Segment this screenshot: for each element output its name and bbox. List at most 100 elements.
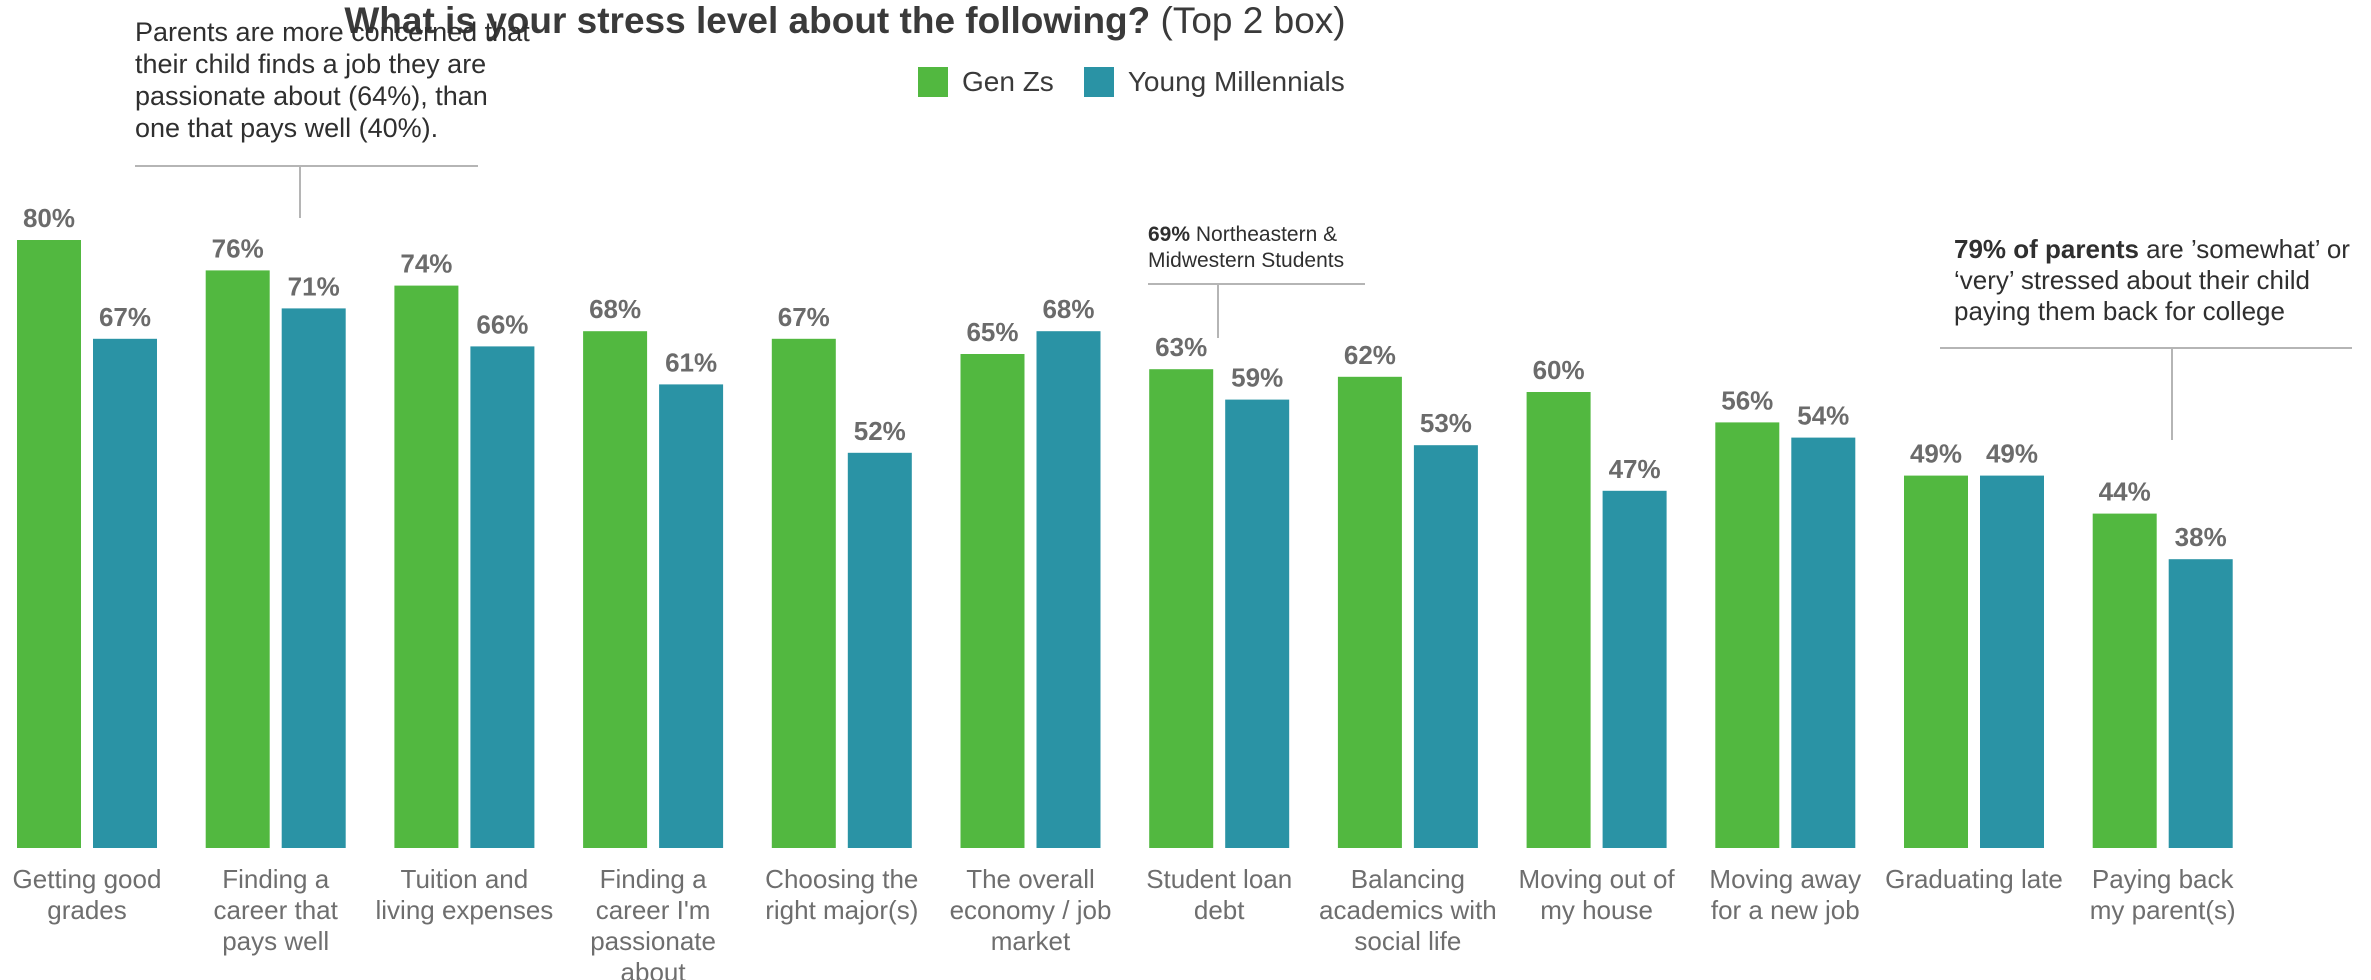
category-label-9-line-1: for a new job <box>1711 895 1860 925</box>
bar-young-millennials-10 <box>1980 475 2044 848</box>
category-label-0-line-1: grades <box>47 895 127 925</box>
callout-loan-text: Northeastern & Midwestern Students <box>1148 223 1345 272</box>
bar-young-millennials-6 <box>1225 399 1290 848</box>
bar-young-millennials-1 <box>281 308 346 848</box>
bar-young-millennials-4 <box>847 452 912 848</box>
value-label-young-millennials-4: 52% <box>854 416 906 446</box>
value-label-young-millennials-7: 53% <box>1420 408 1472 438</box>
bar-gen-z-8 <box>1526 392 1591 848</box>
bar-young-millennials-7 <box>1413 445 1478 848</box>
bar-gen-z-11 <box>2092 513 2157 848</box>
category-label-7-line-0: Balancing <box>1351 864 1465 894</box>
chart-title: What is your stress level about the foll… <box>0 0 1690 42</box>
category-label-5-line-1: economy / job <box>950 895 1112 925</box>
value-label-gen-z-2: 74% <box>400 249 452 279</box>
bar-gen-z-9 <box>1715 422 1780 848</box>
category-label-10: Graduating late <box>1885 864 2063 894</box>
chart-title-main: What is your stress level about the foll… <box>344 0 1151 41</box>
bar-gen-z-3 <box>583 331 648 848</box>
bar-gen-z-2 <box>394 285 459 849</box>
value-label-gen-z-4: 67% <box>778 302 830 332</box>
category-label-11-line-1: my parent(s) <box>2090 895 2236 925</box>
bar-gen-z-5 <box>960 354 1025 848</box>
value-label-gen-z-1: 76% <box>212 233 264 263</box>
legend: Gen Zs Young Millennials <box>918 66 1375 98</box>
category-label-11: Paying back my parent(s) <box>2090 864 2236 925</box>
category-label-8-line-0: Moving out of <box>1519 864 1676 894</box>
category-label-1-line-1: career that <box>214 895 339 925</box>
category-label-1-line-2: pays well <box>222 926 329 956</box>
callout-loan-bold: 69% <box>1148 223 1191 246</box>
category-label-2-line-1: living expenses <box>376 895 554 925</box>
category-label-5-line-0: The overall <box>966 864 1095 894</box>
value-label-young-millennials-10: 49% <box>1986 439 2038 469</box>
category-label-6-line-1: debt <box>1194 895 1245 925</box>
category-label-10-line-0: Graduating late <box>1885 864 2063 894</box>
category-label-5: The overall economy / job market <box>950 864 1112 956</box>
category-label-7: Balancing academics with social life <box>1319 864 1497 956</box>
callout-lines <box>135 165 2352 440</box>
category-label-5-line-2: market <box>991 926 1071 956</box>
value-label-gen-z-8: 60% <box>1533 355 1585 385</box>
callout-payback-bold: 79% of parents <box>1954 234 2139 264</box>
value-label-young-millennials-3: 61% <box>665 347 717 377</box>
bar-gen-z-0 <box>17 240 81 848</box>
legend-swatch-gen-z <box>918 67 948 97</box>
callout-loan-note: 69% Northeastern & Midwestern Students <box>1148 222 1408 274</box>
legend-swatch-young-millennials <box>1083 67 1114 97</box>
bar-gen-z-6 <box>1149 369 1214 848</box>
bars-group <box>17 240 2233 849</box>
value-label-young-millennials-2: 66% <box>476 309 528 339</box>
bar-young-millennials-9 <box>1791 437 1856 848</box>
category-label-6-line-0: Student loan <box>1146 864 1292 894</box>
bar-gen-z-10 <box>1904 475 1968 848</box>
category-label-3-line-0: Finding a <box>600 864 707 894</box>
category-label-2: Tuition and living expenses <box>376 864 554 925</box>
category-label-3-line-2: passionate <box>590 926 716 956</box>
bar-gen-z-7 <box>1337 376 1402 848</box>
category-label-7-line-1: academics with <box>1319 895 1497 925</box>
category-label-2-line-0: Tuition and <box>401 864 529 894</box>
category-label-4-line-0: Choosing the <box>765 864 918 894</box>
category-label-8: Moving out of my house <box>1519 864 1676 925</box>
bar-gen-z-1 <box>205 270 270 848</box>
category-label-4: Choosing the right major(s) <box>765 864 918 925</box>
callout-career-note: Parents are more concerned that their ch… <box>135 17 530 143</box>
bar-young-millennials-2 <box>470 346 535 848</box>
legend-item-gen-z: Gen Zs <box>918 66 1054 98</box>
category-label-6: Student loan debt <box>1146 864 1292 925</box>
callout-payback-note: 79% of parents are ’somewhat’ or ‘very’ … <box>1954 234 2371 327</box>
category-label-9-line-0: Moving away <box>1709 864 1861 894</box>
legend-label-young-millennials: Young Millennials <box>1127 66 1345 97</box>
category-label-0: Getting good grades <box>13 864 162 925</box>
value-label-gen-z-9: 56% <box>1721 385 1773 415</box>
value-label-gen-z-6: 63% <box>1155 332 1207 362</box>
bar-young-millennials-3 <box>659 384 724 848</box>
value-label-young-millennials-0: 67% <box>99 302 151 332</box>
value-label-young-millennials-9: 54% <box>1797 401 1849 431</box>
category-label-4-line-1: right major(s) <box>765 895 918 925</box>
value-label-young-millennials-5: 68% <box>1042 294 1094 324</box>
value-label-gen-z-5: 65% <box>966 317 1018 347</box>
bar-young-millennials-0 <box>93 338 157 848</box>
category-label-7-line-2: social life <box>1354 926 1461 956</box>
category-label-8-line-1: my house <box>1540 895 1653 925</box>
value-label-young-millennials-6: 59% <box>1231 363 1283 393</box>
category-label-3: Finding a career I'm passionate about <box>590 864 716 980</box>
category-label-3-line-1: career I'm <box>596 895 711 925</box>
legend-item-young-millennials: Young Millennials <box>1083 66 1345 98</box>
bar-gen-z-4 <box>771 338 836 848</box>
legend-label-gen-z: Gen Zs <box>962 66 1054 97</box>
bar-young-millennials-5 <box>1036 331 1101 848</box>
value-label-gen-z-10: 49% <box>1910 439 1962 469</box>
bar-young-millennials-11 <box>2168 559 2233 848</box>
chart-title-suffix: (Top 2 box) <box>1150 0 1346 41</box>
category-label-9: Moving away for a new job <box>1709 864 1861 925</box>
category-label-3-line-3: about <box>621 957 687 980</box>
value-label-gen-z-0: 80% <box>23 203 75 233</box>
value-label-gen-z-11: 44% <box>2099 477 2151 507</box>
category-label-1: Finding a career that pays well <box>214 864 339 956</box>
category-label-11-line-0: Paying back <box>2092 864 2235 894</box>
